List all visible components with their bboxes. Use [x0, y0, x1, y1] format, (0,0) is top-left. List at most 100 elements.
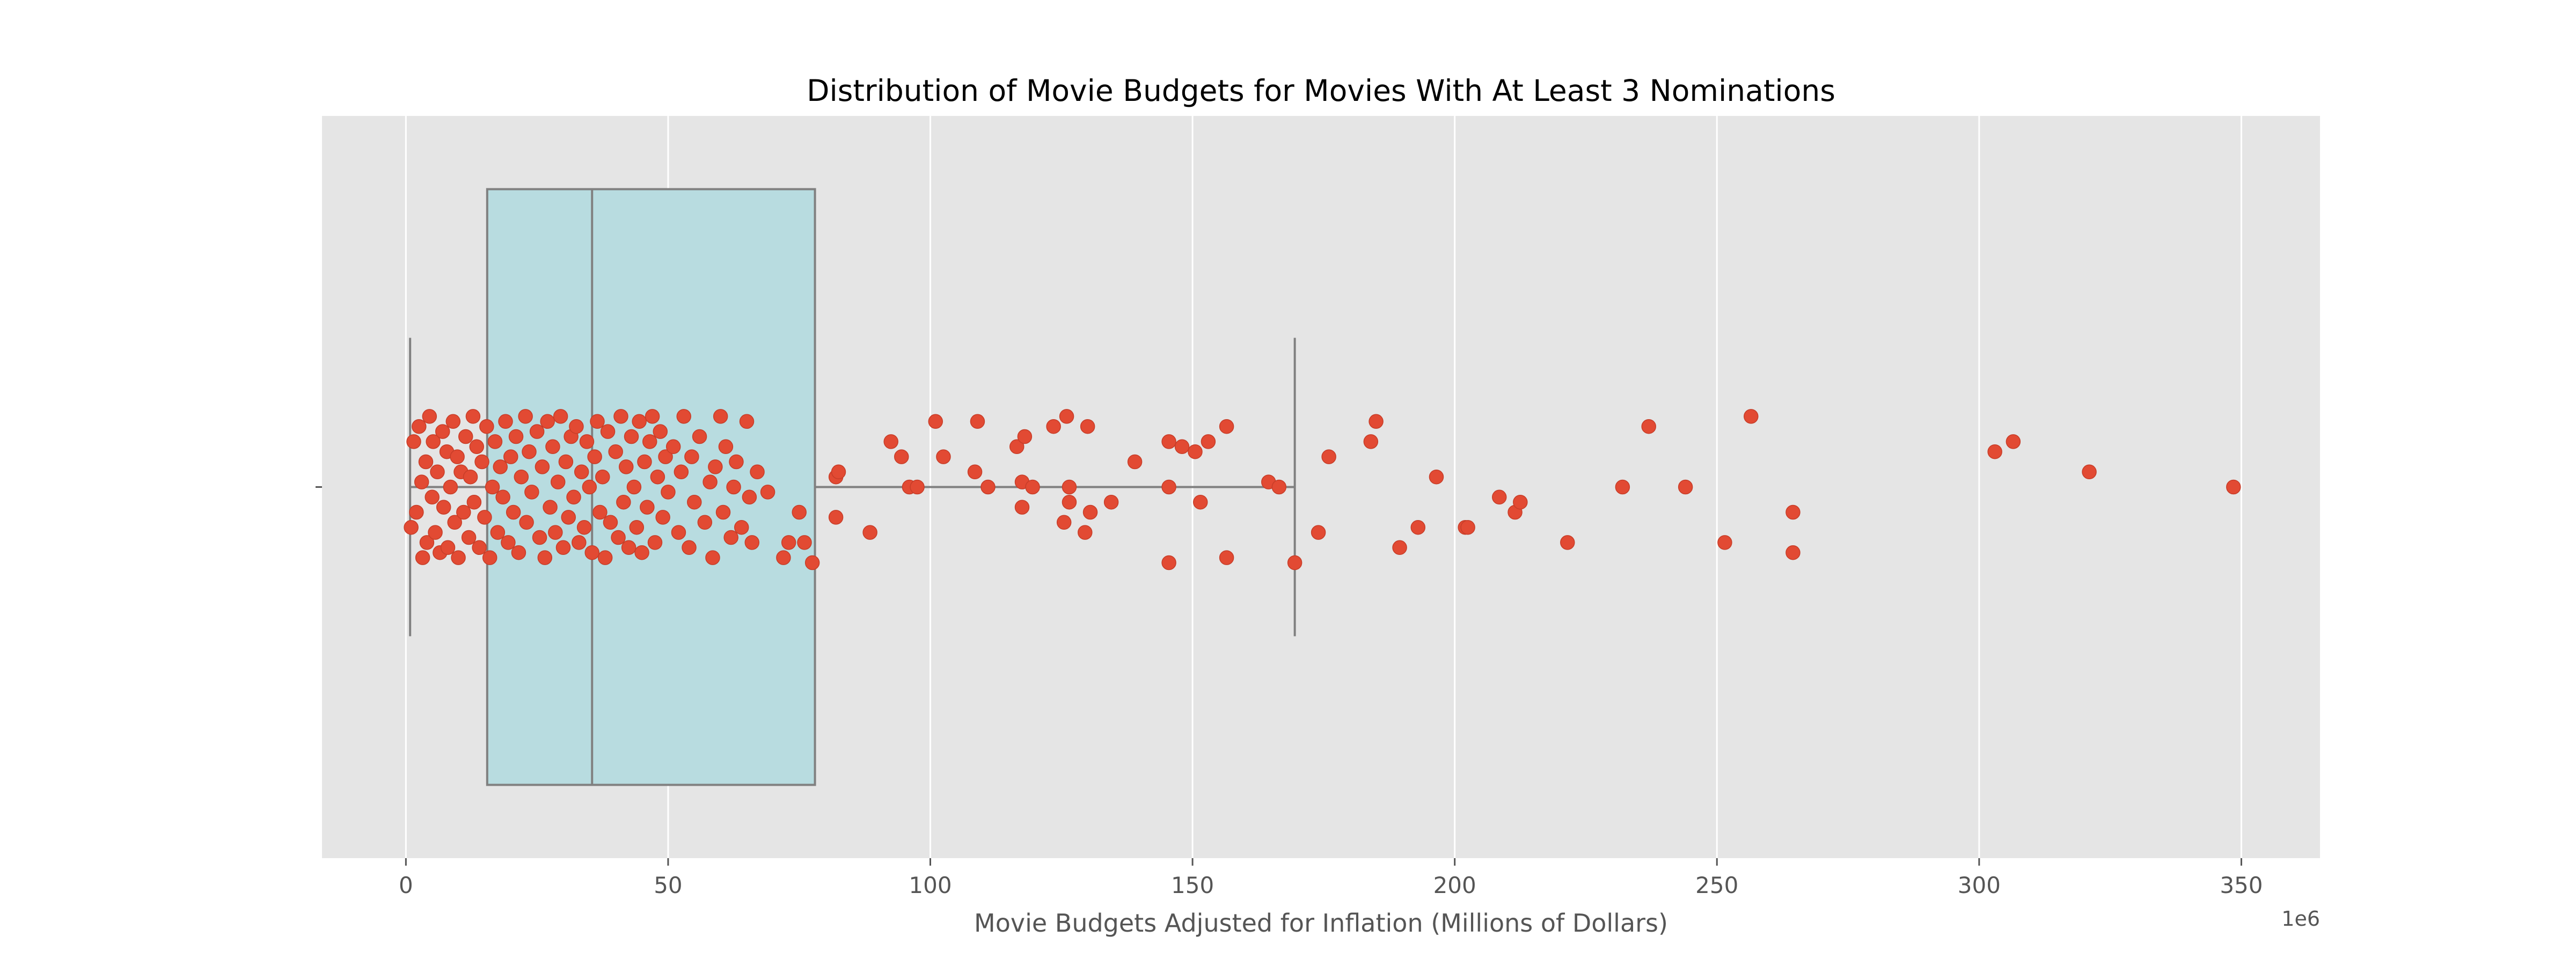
data-point — [967, 464, 983, 480]
data-point — [456, 504, 471, 520]
data-point — [718, 439, 734, 455]
data-point — [611, 530, 626, 545]
data-point — [676, 409, 691, 424]
x-tick-label: 150 — [1171, 872, 1214, 898]
data-point — [466, 494, 482, 510]
data-point — [579, 434, 595, 449]
data-point — [1082, 504, 1098, 520]
x-axis-offset-label: 1e6 — [2281, 907, 2320, 931]
data-point — [831, 464, 846, 480]
data-point — [412, 419, 427, 434]
data-point — [576, 519, 592, 535]
data-point — [1678, 479, 1693, 495]
data-point — [734, 519, 749, 535]
data-point — [572, 535, 587, 550]
data-point — [647, 535, 663, 550]
data-point — [713, 409, 728, 424]
data-point — [532, 530, 547, 545]
data-point — [1014, 500, 1030, 515]
data-point — [430, 464, 445, 480]
data-point — [600, 424, 616, 439]
data-point — [592, 504, 608, 520]
data-point — [729, 454, 744, 470]
data-point — [543, 500, 558, 515]
data-point — [419, 535, 435, 550]
data-point — [1219, 550, 1234, 565]
data-point — [1062, 479, 1077, 495]
data-point — [705, 550, 720, 565]
data-point — [1103, 494, 1119, 510]
data-point — [828, 510, 844, 525]
data-point — [463, 469, 478, 485]
data-point — [422, 409, 437, 424]
data-point — [804, 555, 820, 570]
data-point — [603, 515, 618, 530]
data-point — [425, 489, 440, 505]
data-point — [561, 510, 576, 525]
data-point — [1321, 449, 1336, 464]
data-point — [883, 434, 898, 449]
data-point — [739, 414, 755, 429]
data-point — [1429, 469, 1444, 485]
data-point — [519, 515, 534, 530]
data-point — [501, 535, 516, 550]
data-point — [781, 535, 796, 550]
data-point — [535, 459, 550, 474]
data-point — [2226, 479, 2241, 495]
x-axis: 0 50 100 150 200 250 300 350 — [399, 858, 2263, 898]
data-point — [792, 504, 807, 520]
data-point — [1078, 525, 1093, 540]
data-point — [1560, 535, 1575, 550]
data-point — [409, 504, 424, 520]
data-point — [1513, 494, 1528, 510]
data-point — [910, 479, 925, 495]
x-tick-label: 250 — [1695, 872, 1738, 898]
data-point — [1056, 515, 1072, 530]
data-point — [495, 489, 510, 505]
data-point — [1046, 419, 1061, 434]
data-point — [415, 550, 430, 565]
data-point — [797, 535, 812, 550]
data-point — [443, 479, 458, 495]
data-point — [1174, 439, 1190, 455]
data-point — [435, 424, 450, 439]
data-point — [684, 449, 699, 464]
data-point — [1080, 419, 1095, 434]
data-point — [894, 449, 909, 464]
data-point — [529, 424, 545, 439]
data-point — [418, 454, 434, 470]
x-tick-label: 300 — [1958, 872, 2001, 898]
data-point — [447, 515, 462, 530]
data-point — [616, 494, 631, 510]
data-point — [1785, 504, 1801, 520]
data-point — [687, 494, 702, 510]
data-point — [511, 545, 526, 560]
data-point — [506, 504, 521, 520]
data-point — [1059, 409, 1074, 424]
data-point — [1201, 434, 1216, 449]
data-point — [1641, 419, 1656, 434]
data-point — [555, 540, 571, 555]
data-point — [490, 525, 506, 540]
data-point — [590, 414, 605, 429]
data-point — [540, 414, 555, 429]
chart-title: Distribution of Movie Budgets for Movies… — [807, 74, 1835, 108]
data-point — [469, 439, 485, 455]
data-point — [404, 519, 419, 535]
data-point — [472, 540, 487, 555]
data-point — [645, 409, 660, 424]
data-point — [632, 414, 647, 429]
data-point — [566, 489, 581, 505]
data-point — [665, 439, 681, 455]
data-point — [584, 545, 599, 560]
data-point — [936, 449, 951, 464]
data-point — [553, 409, 568, 424]
data-point — [569, 419, 584, 434]
data-point — [597, 550, 613, 565]
data-point — [637, 454, 652, 470]
data-point — [653, 424, 668, 439]
data-point — [445, 414, 461, 429]
data-point — [1025, 479, 1040, 495]
data-point — [1363, 434, 1379, 449]
